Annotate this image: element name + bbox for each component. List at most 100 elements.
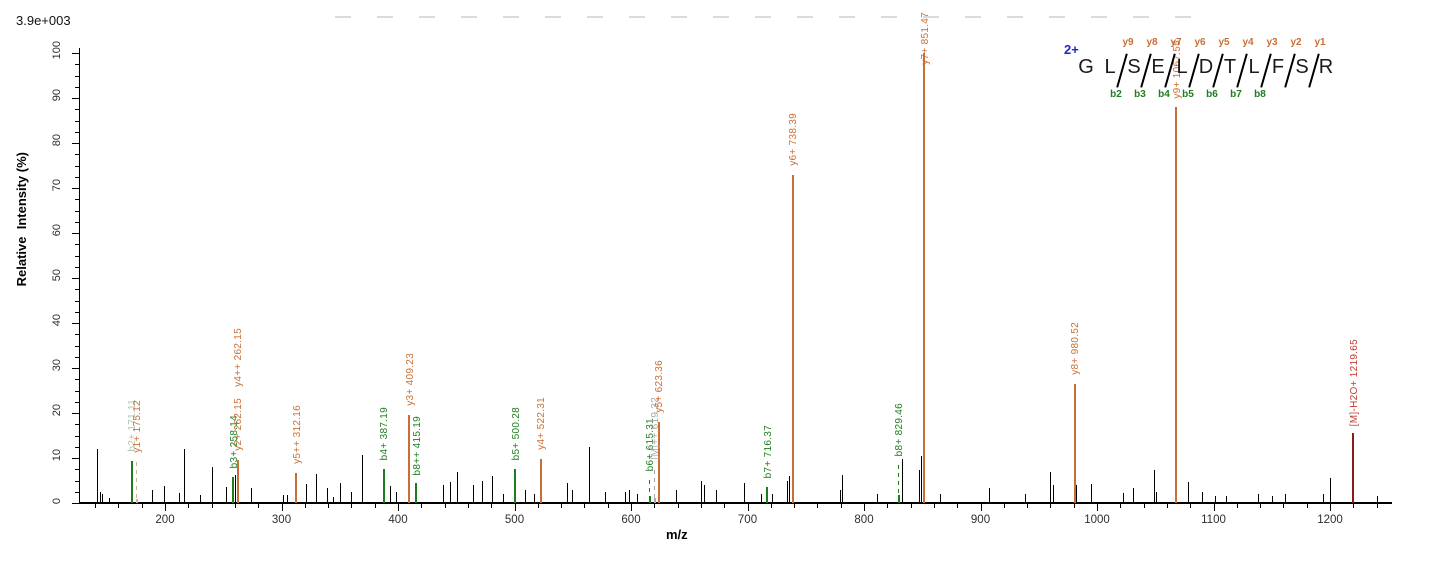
peak-label-stacked: y4++ 262.15 <box>233 327 245 387</box>
y-tick <box>75 491 80 493</box>
y-tick <box>75 289 80 291</box>
peak <box>481 480 483 503</box>
peak <box>130 461 133 503</box>
peptide-residue: R <box>1318 56 1334 78</box>
peptide-residue: L <box>1248 56 1260 78</box>
peak <box>988 487 990 503</box>
x-tick <box>631 504 632 511</box>
x-tick <box>1376 504 1378 508</box>
x-tick <box>770 504 772 508</box>
b-ion-label: b6 <box>1206 89 1218 100</box>
x-tick <box>1166 504 1168 508</box>
peak-label: y8+ 980.52 <box>1070 321 1082 375</box>
x-tick <box>514 504 516 511</box>
x-tick <box>258 504 260 508</box>
x-tick <box>211 504 213 508</box>
peak <box>787 480 789 503</box>
y-tick <box>75 221 80 223</box>
y-ion-label: y6 <box>1194 37 1206 48</box>
y-tick <box>75 311 80 313</box>
x-tick-label: 200 <box>155 514 175 526</box>
x-tick <box>1353 504 1355 508</box>
x-tick-label: 600 <box>621 514 641 526</box>
peak <box>744 483 745 503</box>
x-tick-label: 1100 <box>1201 514 1226 526</box>
peak <box>921 456 923 503</box>
x-tick <box>491 504 493 508</box>
peak-dashed-line <box>898 465 900 503</box>
b-ion-label: b5 <box>1182 89 1194 100</box>
x-tick <box>234 504 236 508</box>
peak <box>97 449 99 503</box>
peak <box>109 497 111 503</box>
y-tick <box>72 233 80 234</box>
peptide-residue: T <box>1223 56 1237 78</box>
x-tick <box>1003 504 1005 508</box>
peak <box>287 494 289 503</box>
peak <box>1156 491 1158 503</box>
y-tick <box>72 503 80 504</box>
y-tick-label: 80 <box>51 134 63 147</box>
peak <box>236 460 239 503</box>
peak <box>457 471 459 503</box>
peak <box>1154 470 1156 503</box>
y-tick <box>75 401 80 403</box>
peak <box>605 491 607 503</box>
peak <box>1257 494 1259 503</box>
x-tick <box>1073 504 1075 508</box>
y-ion-label: y8 <box>1146 37 1158 48</box>
peak <box>876 494 878 503</box>
b-ion-label: b7 <box>1230 89 1242 100</box>
peak <box>1024 494 1026 503</box>
y-tick <box>75 255 80 257</box>
y-tick <box>75 266 80 268</box>
peak <box>502 494 504 503</box>
peak <box>1376 496 1378 503</box>
x-tick <box>1260 504 1262 508</box>
peak <box>898 494 901 503</box>
y-tick-label: 60 <box>51 224 63 237</box>
peak <box>771 494 773 503</box>
peak-label: y3+ 409.23 <box>404 352 416 406</box>
peak <box>1122 493 1124 503</box>
peak <box>199 495 201 503</box>
peak <box>902 458 904 503</box>
x-tick <box>677 504 679 508</box>
peak <box>1271 496 1273 503</box>
peak <box>339 483 341 503</box>
x-tick <box>654 504 656 508</box>
x-tick-label: 400 <box>388 514 408 526</box>
peak <box>382 468 385 503</box>
peak <box>136 498 138 503</box>
peak <box>761 494 763 503</box>
y-tick-label: 90 <box>51 89 63 102</box>
x-tick <box>421 504 423 508</box>
x-tick <box>584 504 586 508</box>
b-ion-label: b3 <box>1134 89 1146 100</box>
y-tick-label: 0 <box>51 497 63 504</box>
y-tick <box>75 176 80 178</box>
x-tick-label: 800 <box>854 514 874 526</box>
y-tick-label: 20 <box>51 404 63 417</box>
y-ion-label: y5 <box>1218 37 1230 48</box>
peak <box>625 491 627 503</box>
peak <box>704 485 706 503</box>
peak <box>716 489 718 503</box>
x-tick-label: 1200 <box>1317 514 1343 526</box>
y-tick <box>72 53 80 54</box>
peak <box>1226 496 1228 503</box>
peak <box>676 490 678 503</box>
peak <box>539 458 542 503</box>
x-tick-label: 700 <box>737 514 758 526</box>
peak <box>232 476 235 503</box>
y-tick <box>72 278 80 279</box>
x-tick <box>840 504 842 508</box>
x-tick <box>1050 504 1052 508</box>
peak <box>653 497 656 503</box>
peak <box>657 422 660 503</box>
y-tick-label: 100 <box>51 40 63 59</box>
x-tick <box>1120 504 1122 508</box>
peak <box>700 480 702 503</box>
